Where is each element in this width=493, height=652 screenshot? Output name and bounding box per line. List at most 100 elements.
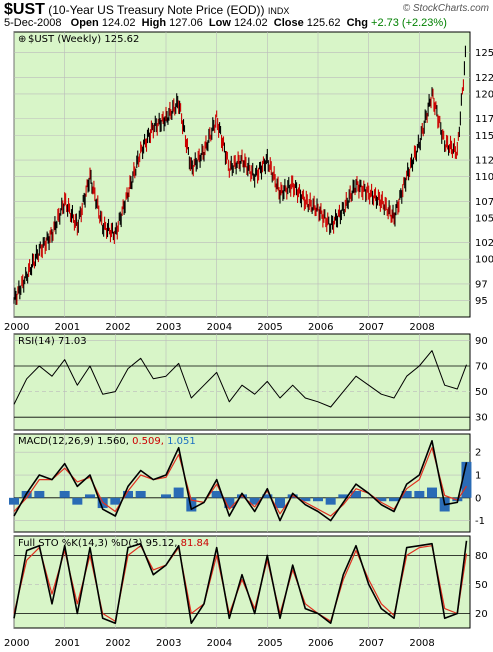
macd-hist-bar <box>262 494 273 498</box>
low-value: 124.02 <box>233 17 268 29</box>
y-tick-label: 120 <box>475 89 493 100</box>
macd-legend-main: MACD(12,26,9) 1.560, <box>18 436 129 447</box>
quote-line: 5-Dec-2008 Open 124.02 High 127.06 Low 1… <box>4 17 493 29</box>
x-axis-top: 2000 2001 2002 2003 2004 2005 2006 2007 2008 <box>4 322 435 333</box>
rsi-lines <box>13 350 467 408</box>
rsi-y-ticks: 30 50 70 90 <box>475 336 488 424</box>
y-tick-label: 80 <box>475 551 488 562</box>
high-value: 127.06 <box>169 17 203 29</box>
y-tick-label: 110 <box>475 172 493 183</box>
x-tick-label: 2002 <box>105 638 130 649</box>
stochastic-legend: Full STO %K(14,3) %D(3) 95.12, 81.84 <box>18 538 209 549</box>
x-tick-label: 2005 <box>257 322 282 333</box>
macd-line <box>13 439 468 522</box>
macd-panel: -1 0 1 2 MACD(12,26,9) 1.560, 0.509, 1.051 <box>9 433 485 533</box>
y-tick-label: 50 <box>475 580 488 591</box>
close-value: 125.62 <box>306 17 341 29</box>
y-tick-label: 0 <box>475 493 481 504</box>
macd-hist-bar <box>85 494 95 498</box>
macd-hist-bar <box>325 497 336 505</box>
x-axis-bottom: 2000 2001 2002 2003 2004 2005 2006 2007 2008 <box>4 638 435 649</box>
macd-hist-bar <box>224 497 235 509</box>
price-panel-bg <box>13 31 471 318</box>
x-tick-label: 2004 <box>207 322 232 333</box>
price-legend-icon: ⊕ <box>18 34 26 45</box>
y-tick-label: 50 <box>475 387 488 398</box>
macd-hist-bar <box>389 497 399 502</box>
x-tick-label: 2003 <box>156 638 181 649</box>
y-tick-label: 102 <box>475 238 493 249</box>
x-tick-label: 2001 <box>55 638 80 649</box>
rsi-line <box>13 350 467 408</box>
y-tick-label: 112 <box>475 156 493 167</box>
open-label: Open <box>70 17 99 29</box>
y-tick-label: 125 <box>475 48 493 59</box>
x-tick-label: 2005 <box>257 638 282 649</box>
rsi-panel-bg <box>13 333 471 431</box>
macd-hist-bar <box>275 497 285 509</box>
instrument-name: (10-Year US Treasury Note Price (EOD)) <box>48 3 265 17</box>
macd-legend: MACD(12,26,9) 1.560, 0.509, 1.051 <box>18 436 196 447</box>
chg-value: +2.73 (+2.23%) <box>371 17 447 29</box>
macd-hist-bar <box>9 497 19 505</box>
chart-title: $UST (10-Year US Treasury Note Price (EO… <box>4 1 493 19</box>
x-tick-label: 2007 <box>359 322 384 333</box>
y-tick-label: 117 <box>475 114 493 125</box>
y-tick-label: 97 <box>475 279 488 290</box>
stochastic-legend-main: Full STO %K(14,3) %D(3) 95.12, <box>18 538 177 549</box>
y-tick-label: 20 <box>475 609 488 620</box>
macd-hist-bar <box>414 490 425 498</box>
y-tick-label: 2 <box>475 448 481 459</box>
macd-hist-bar <box>401 490 412 498</box>
rsi-panel: 30 50 70 90 RSI(14) 71.03 <box>13 333 488 431</box>
y-tick-label: 107 <box>475 197 493 208</box>
x-tick-label: 2002 <box>105 322 130 333</box>
y-tick-label: 115 <box>475 131 493 142</box>
x-tick-label: 2008 <box>409 638 434 649</box>
stochastic-panel: 20 50 80 Full STO %K(14,3) %D(3) 95.12, 81… <box>13 535 488 629</box>
stochastic-lines <box>13 540 468 625</box>
y-tick-label: -1 <box>475 516 485 527</box>
high-label: High <box>141 17 167 29</box>
macd-y-ticks: -1 0 1 2 <box>475 448 485 527</box>
brand-watermark: © StockCharts.com <box>402 3 489 14</box>
macd-hist-bar <box>59 490 70 498</box>
y-tick-label: 105 <box>475 213 493 224</box>
macd-hist-bar <box>427 487 437 498</box>
exchange: INDX <box>267 6 290 16</box>
macd-hist-bar <box>135 490 146 498</box>
price-panel: 95 97 100 102 105 107 110 112 115 117 120 122 125 $U… <box>13 31 493 318</box>
y-tick-label: 1 <box>475 471 481 482</box>
x-tick-label: 2006 <box>308 638 333 649</box>
y-tick-label: 100 <box>475 255 493 266</box>
macd-hist-bar <box>186 497 197 512</box>
macd-hist-bar <box>211 490 222 498</box>
price-bars <box>13 45 466 305</box>
x-tick-label: 2003 <box>156 322 181 333</box>
macd-signal-line <box>13 447 468 517</box>
close-label: Close <box>273 17 304 29</box>
low-label: Low <box>208 17 231 29</box>
x-tick-label: 2006 <box>308 322 333 333</box>
price-legend: $UST (Weekly) 125.62 <box>28 34 139 45</box>
y-tick-label: 122 <box>475 73 493 84</box>
macd-lines <box>13 439 468 522</box>
stochastic-y-ticks: 20 50 80 <box>475 551 488 620</box>
x-tick-label: 2007 <box>359 638 384 649</box>
macd-hist-bar <box>313 497 323 502</box>
y-tick-label: 95 <box>475 296 488 307</box>
x-tick-label: 2008 <box>409 322 434 333</box>
macd-hist-bar <box>173 487 184 498</box>
macd-hist-bar <box>72 497 83 505</box>
macd-hist-bar <box>376 497 387 502</box>
y-tick-label: 90 <box>475 336 488 347</box>
macd-hist-bar <box>249 497 260 505</box>
x-tick-label: 2001 <box>55 322 80 333</box>
macd-hist-bar <box>123 490 133 498</box>
macd-hist-bar <box>161 494 171 498</box>
macd-hist-bar <box>34 490 45 498</box>
x-tick-label: 2000 <box>4 322 29 333</box>
macd-hist-bar <box>110 497 121 505</box>
macd-legend-signal: 0.509, <box>132 436 164 447</box>
symbol: $UST <box>4 1 45 18</box>
